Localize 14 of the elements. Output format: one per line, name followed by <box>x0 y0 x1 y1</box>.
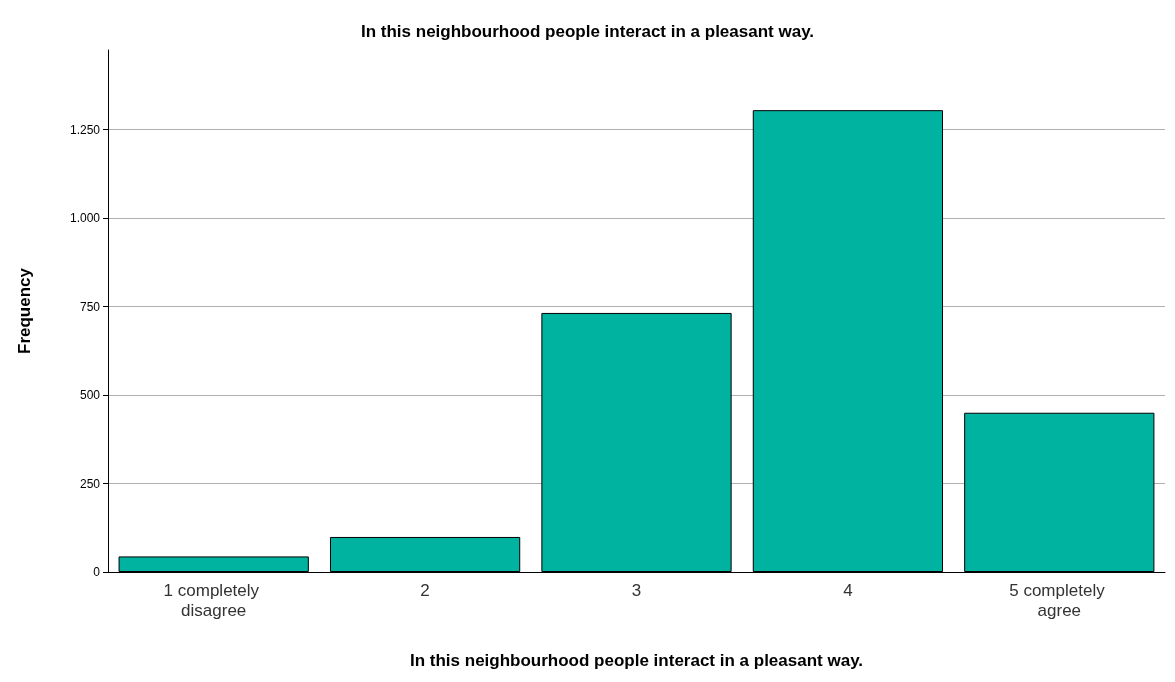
chart-title: In this neighbourhood people interact in a pleasant way. <box>360 22 815 41</box>
y-tick-label: 0 <box>93 565 101 579</box>
y-tick-label: 500 <box>79 388 101 403</box>
y-tick-label: 1.250 <box>69 122 101 137</box>
y-tick-label: 1.000 <box>69 211 101 226</box>
x-tick-label: 4 <box>843 580 853 600</box>
x-axis-title: In this neighbourhood people interact in a pleasant way. <box>409 651 864 670</box>
x-tick-label: 2 <box>420 580 430 600</box>
x-tick-label: 1 completely disagree <box>163 580 264 620</box>
x-tick-label: 3 <box>631 580 642 600</box>
x-tick-label: 5 completely agree <box>1009 580 1110 620</box>
y-tick-label: 250 <box>79 476 101 491</box>
y-axis-title: Frequency <box>15 267 34 354</box>
y-tick-label: 750 <box>79 299 101 314</box>
